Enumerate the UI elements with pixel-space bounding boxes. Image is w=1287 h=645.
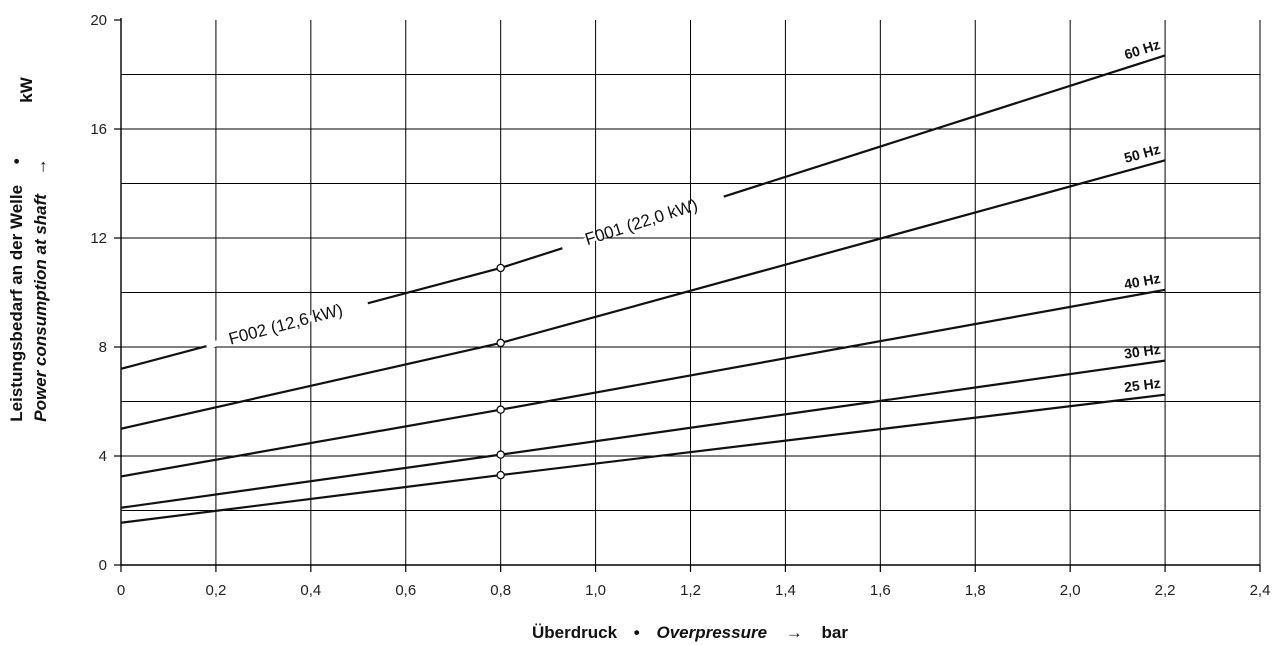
y-tick-label: 12 [90,230,107,247]
x-tick-label: 0,2 [205,582,226,599]
y-tick-label: 20 [90,12,107,29]
svg-text:Power consumption at shaft: Power consumption at shaft → [31,158,50,421]
y-axis-title-en: Power consumption at shaft [31,193,50,422]
annotation-gap [205,300,369,350]
grid [121,20,1261,565]
y-axis-title-de: Leistungsbedarf an der Welle [7,185,26,422]
x-tick-label: 2,4 [1250,582,1271,599]
x-axis-title-sep: • [634,623,640,642]
x-axis-title-arrow: → [786,623,803,642]
annotation-gap [561,193,725,252]
series-label: 40 Hz [1123,270,1162,292]
series-line [120,159,1166,430]
y-tick-label: 16 [90,121,107,138]
x-tick-label: 1,8 [965,582,986,599]
y-axis-title-unit: kW [17,76,36,102]
y-tick-label: 8 [99,339,107,356]
y-axis-title-sep: • [7,158,26,164]
series-marker [496,470,505,480]
y-tick-label: 4 [99,448,107,465]
y-axis-title: Leistungsbedarf an der Welle • Power con… [7,76,50,421]
annotation-label: F002 (12,6 kW) [227,300,345,348]
series-marker [496,450,505,459]
x-axis-title-unit: bar [822,623,849,642]
y-tick-label: 0 [99,557,107,574]
series-line [120,393,1166,524]
x-tick-label: 0 [117,582,125,599]
x-axis-title-de: Überdruck [532,623,618,642]
y-axis-title-arrow: → [31,158,50,175]
x-tick-label: 0,8 [490,582,511,599]
x-tick-label: 0,6 [395,582,416,599]
x-tick-label: 0,4 [300,582,321,599]
axes: 0 0,2 0,4 0,6 0,8 1,0 1,2 1,4 1,6 1,8 2,0 2,2 2,4 0 4 8… [90,12,1270,599]
x-tick-label: 1,0 [585,582,606,599]
series-line [120,359,1166,509]
x-axis-title: Überdruck • Overpressure → bar [532,623,848,642]
x-tick-label: 1,2 [680,582,701,599]
series-lines [120,54,1166,524]
series-marker [496,263,505,273]
series-label: 30 Hz [1123,341,1161,362]
x-axis-title-en: Overpressure [656,623,767,642]
x-tick-label: 1,4 [775,582,796,599]
series-label: 25 Hz [1123,375,1161,395]
series-marker [496,338,505,348]
svg-text:Leistungsbedarf an der Welle: Leistungsbedarf an der Welle • [7,158,26,422]
x-tick-label: 1,6 [870,582,891,599]
annotation-label: F001 (22,0 kW) [583,195,700,249]
x-tick-label: 2,0 [1060,582,1081,599]
x-tick-label: 2,2 [1155,582,1176,599]
series-marker [496,405,505,414]
